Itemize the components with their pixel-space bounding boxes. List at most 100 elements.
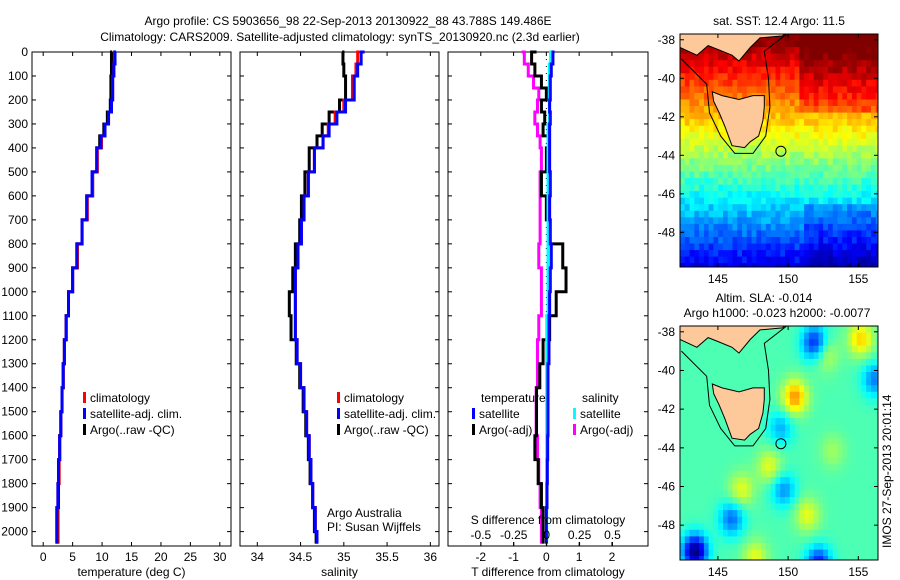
map-cell — [847, 66, 853, 74]
map-cell — [866, 158, 872, 166]
map-cell — [823, 326, 829, 334]
map-cell — [684, 358, 691, 367]
map-cell — [856, 145, 863, 153]
map-cell — [847, 477, 853, 485]
map-cell — [751, 191, 757, 199]
lat-tick-label: -48 — [658, 518, 676, 532]
map-cell — [723, 191, 729, 199]
map-cell — [866, 184, 872, 192]
map-cell — [708, 418, 714, 426]
map-cell — [851, 326, 858, 334]
map-cell — [837, 497, 843, 505]
map-cell — [703, 358, 710, 367]
map-cell — [684, 490, 691, 498]
map-cell — [856, 223, 863, 231]
map-cell — [703, 529, 710, 537]
map-cell — [680, 138, 686, 146]
map-cell — [832, 332, 839, 340]
map-cell — [866, 210, 872, 218]
map-cell — [837, 40, 843, 48]
map-cell — [756, 536, 762, 544]
map-cell — [684, 477, 691, 485]
map-cell — [861, 66, 867, 74]
map-cell — [823, 352, 829, 360]
map-cell — [789, 477, 796, 485]
map-cell — [746, 151, 753, 159]
map-cell — [718, 510, 724, 518]
map-cell — [733, 270, 738, 277]
map-cell — [708, 145, 714, 153]
map-cell — [847, 237, 853, 245]
map-cell — [808, 464, 815, 472]
map-cell — [789, 184, 796, 192]
map-cell — [818, 444, 824, 452]
map-cell — [742, 217, 748, 225]
map-cell — [703, 404, 710, 413]
map-cell — [842, 47, 848, 55]
map-cell — [770, 151, 777, 159]
map-cell — [808, 243, 815, 251]
map-cell — [813, 378, 820, 386]
map-cell — [727, 536, 734, 544]
map-cell — [718, 549, 724, 557]
map-cell — [799, 464, 805, 472]
map-cell — [808, 151, 815, 159]
map-cell — [699, 178, 705, 186]
map-cell — [828, 516, 834, 524]
map-cell — [775, 230, 781, 238]
map-cell — [689, 119, 695, 127]
map-cell — [804, 437, 810, 445]
map-cell — [804, 398, 810, 406]
map-cell — [847, 47, 853, 55]
map-cell — [751, 464, 757, 472]
map-cell — [737, 86, 743, 94]
map-cell — [871, 523, 877, 531]
map-cell — [847, 34, 853, 42]
map-cell — [837, 516, 843, 524]
map-cell — [723, 424, 729, 432]
map-cell — [770, 230, 777, 238]
map-cell — [742, 450, 748, 459]
map-cell — [823, 204, 829, 212]
map-cell — [837, 470, 843, 478]
map-cell — [856, 437, 863, 445]
map-cell — [785, 237, 791, 245]
map-cell — [727, 86, 734, 94]
map-cell — [813, 457, 820, 465]
map-cell — [756, 470, 762, 478]
map-cell — [837, 529, 843, 537]
map-cell — [861, 523, 867, 531]
map-cell — [689, 510, 695, 518]
map-cell — [699, 563, 704, 570]
map-cell — [732, 358, 738, 367]
map-cell — [808, 79, 815, 87]
map-cell — [851, 237, 858, 245]
map-cell — [770, 217, 777, 225]
map-cell — [761, 112, 767, 120]
map-cell — [851, 497, 858, 505]
map-cell — [775, 529, 781, 537]
map-cell — [708, 437, 714, 445]
map-cell — [799, 223, 805, 231]
map-cell — [694, 256, 700, 264]
map-cell — [770, 523, 777, 531]
map-cell — [742, 516, 748, 524]
map-cell — [789, 398, 796, 406]
map-cell — [832, 138, 839, 146]
map-cell — [689, 132, 695, 140]
map-cell — [775, 516, 781, 524]
map-cell — [871, 34, 877, 42]
map-cell — [708, 237, 714, 245]
map-cell — [761, 339, 767, 347]
map-cell — [828, 457, 834, 465]
map-cell — [794, 556, 800, 560]
map-cell — [866, 358, 872, 367]
map-cell — [851, 385, 858, 393]
map-cell — [832, 477, 839, 485]
map-cell — [765, 66, 772, 74]
map-cell — [875, 536, 878, 544]
map-cell — [742, 358, 748, 367]
map-cell — [789, 210, 796, 218]
map-cell — [703, 536, 710, 544]
map-cell — [789, 411, 796, 419]
